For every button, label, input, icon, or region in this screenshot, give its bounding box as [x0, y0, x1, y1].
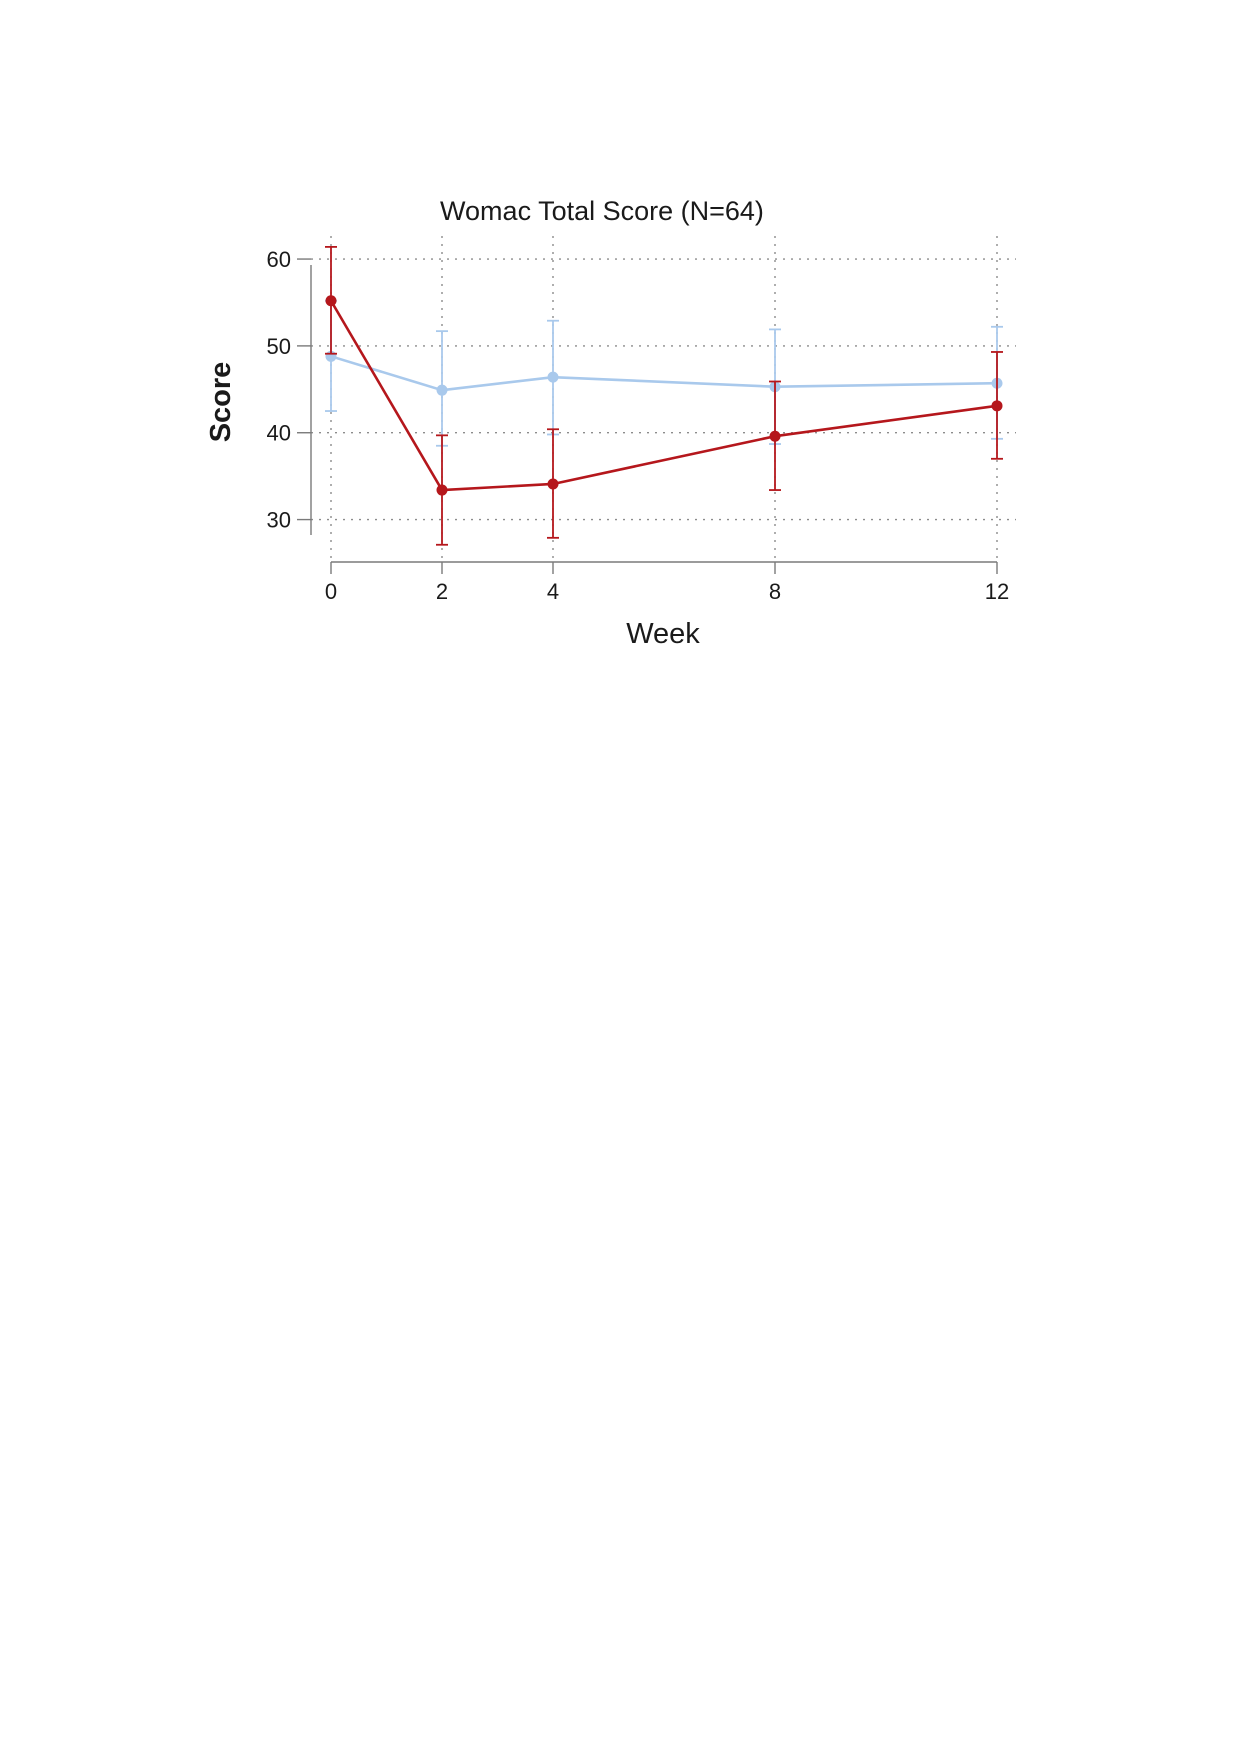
x-tick-label: 8	[769, 579, 781, 604]
x-tick-label: 12	[985, 579, 1009, 604]
x-tick-label: 4	[547, 579, 559, 604]
series-line	[330, 355, 998, 392]
x-tick-label: 0	[325, 579, 337, 604]
data-point	[547, 478, 559, 490]
data-point	[991, 400, 1003, 412]
series-layer	[325, 245, 1003, 546]
axes	[297, 258, 998, 574]
data-point	[547, 371, 559, 383]
x-tick-label: 2	[436, 579, 448, 604]
x-axis-label: Week	[626, 618, 700, 650]
y-tick-label: 40	[267, 421, 291, 446]
data-point	[769, 430, 781, 442]
data-point	[325, 295, 337, 307]
y-tick-label: 60	[267, 247, 291, 272]
grid-lines	[311, 236, 1016, 562]
y-tick-label: 50	[267, 334, 291, 359]
series-2	[325, 245, 1003, 546]
series-1	[325, 299, 1003, 447]
y-axis-label: Score	[205, 362, 237, 443]
data-point	[436, 384, 448, 396]
chart-title: Womac Total Score (N=64)	[440, 196, 764, 226]
series-line	[329, 300, 998, 492]
data-point	[436, 484, 448, 496]
tick-labels: 30 40 50 60 0 2 4 8 12	[267, 247, 1010, 604]
y-tick-label: 30	[267, 508, 291, 533]
